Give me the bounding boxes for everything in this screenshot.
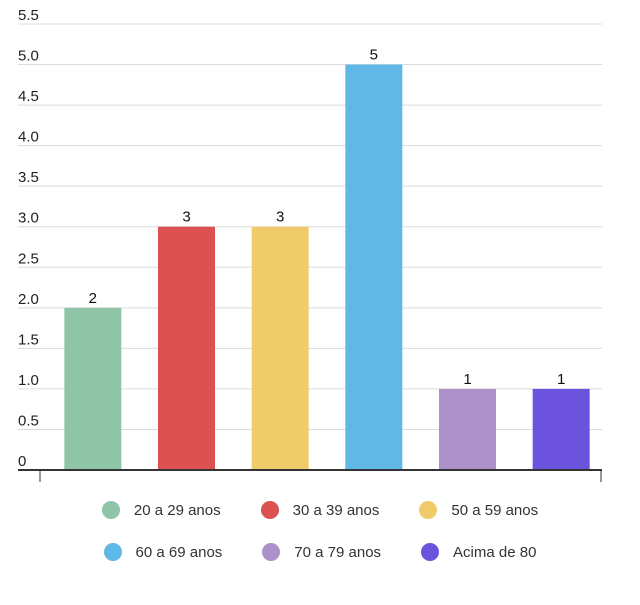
- legend-label: 70 a 79 anos: [294, 543, 382, 561]
- legend-label: 50 a 59 anos: [451, 501, 539, 519]
- bar-3[interactable]: [251, 226, 309, 470]
- bar-5[interactable]: [439, 388, 496, 470]
- legend-item[interactable]: 20 a 29 anos: [101, 500, 221, 520]
- legend-swatch: [421, 543, 440, 561]
- y-tick-label: 5.5: [18, 7, 39, 24]
- bar-value-label: 3: [276, 209, 284, 226]
- legend-label: 30 a 39 anos: [292, 501, 380, 519]
- y-tick-label: 1.0: [18, 372, 39, 389]
- legend-swatch: [103, 543, 122, 561]
- bar-value-label: 1: [557, 371, 565, 388]
- y-tick-label: 2.5: [18, 250, 39, 267]
- y-tick-label: 4.5: [18, 88, 39, 105]
- y-tick-label: 3.5: [18, 169, 39, 186]
- legend-item[interactable]: Acima de 80: [421, 542, 536, 562]
- legend-item[interactable]: 70 a 79 anos: [262, 542, 381, 562]
- bar-1[interactable]: [64, 307, 122, 470]
- legend-item[interactable]: 30 a 39 anos: [260, 500, 380, 520]
- bar-value-label: 2: [89, 290, 97, 307]
- chart-legend: 20 a 29 anos 30 a 39 anos 50 a 59 anos 60 a…: [0, 500, 640, 562]
- y-tick-label: 3.0: [18, 210, 39, 227]
- legend-label: Acima de 80: [453, 543, 537, 561]
- bar-value-label: 1: [463, 371, 471, 388]
- legend-swatch: [260, 501, 279, 519]
- legend-swatch: [262, 543, 281, 561]
- legend-label: 20 a 29 anos: [133, 501, 221, 519]
- legend-label: 60 a 69 anos: [135, 543, 223, 561]
- bar-4[interactable]: [345, 64, 403, 470]
- y-tick-label: 5.0: [18, 48, 39, 65]
- bar-value-label: 5: [370, 47, 378, 64]
- bar-value-label: 3: [182, 209, 190, 226]
- y-tick-label: 1.5: [18, 331, 39, 348]
- legend-swatch: [101, 501, 120, 519]
- legend-swatch: [419, 501, 438, 519]
- legend-item[interactable]: 60 a 69 anos: [103, 542, 223, 562]
- y-tick-label: 2.0: [18, 291, 39, 308]
- legend-item[interactable]: 50 a 59 anos: [419, 500, 538, 520]
- bar-6[interactable]: [532, 388, 590, 470]
- y-tick-label: 0.5: [18, 412, 39, 429]
- bar-2[interactable]: [158, 226, 215, 470]
- y-tick-label: 4.0: [18, 129, 39, 146]
- bar-chart: 0 0.5 1.0 1.5 2.0 2.5 3.0 3.5 4.0 4.5 5.0 5.5 2 3 3 5 1 1: [18, 7, 602, 482]
- y-tick-label: 0: [18, 453, 26, 470]
